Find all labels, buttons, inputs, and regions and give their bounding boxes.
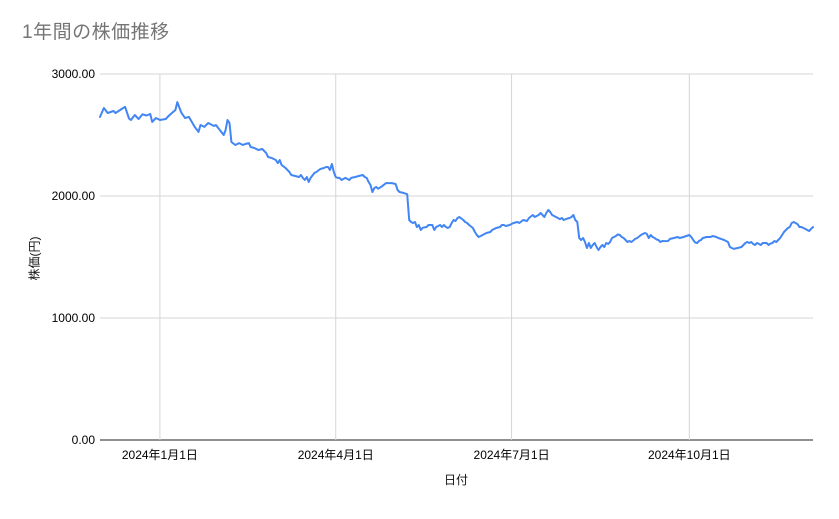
x-tick-label: 2024年1月1日 [121, 448, 198, 462]
chart-title: 1年間の株価推移 [22, 22, 170, 43]
x-tick-label: 2024年7月1日 [473, 448, 550, 462]
y-tick-label: 1000.00 [51, 311, 95, 325]
x-tick-label: 2024年10月1日 [647, 448, 731, 462]
x-tick-label: 2024年4月1日 [297, 448, 374, 462]
x-axis-title: 日付 [443, 473, 468, 487]
y-tick-label: 0.00 [71, 433, 95, 447]
y-tick-label: 3000.00 [51, 67, 95, 81]
y-tick-label: 2000.00 [51, 189, 95, 203]
price-line-series [99, 101, 814, 251]
y-axis-title: 株価(円) [27, 236, 42, 281]
